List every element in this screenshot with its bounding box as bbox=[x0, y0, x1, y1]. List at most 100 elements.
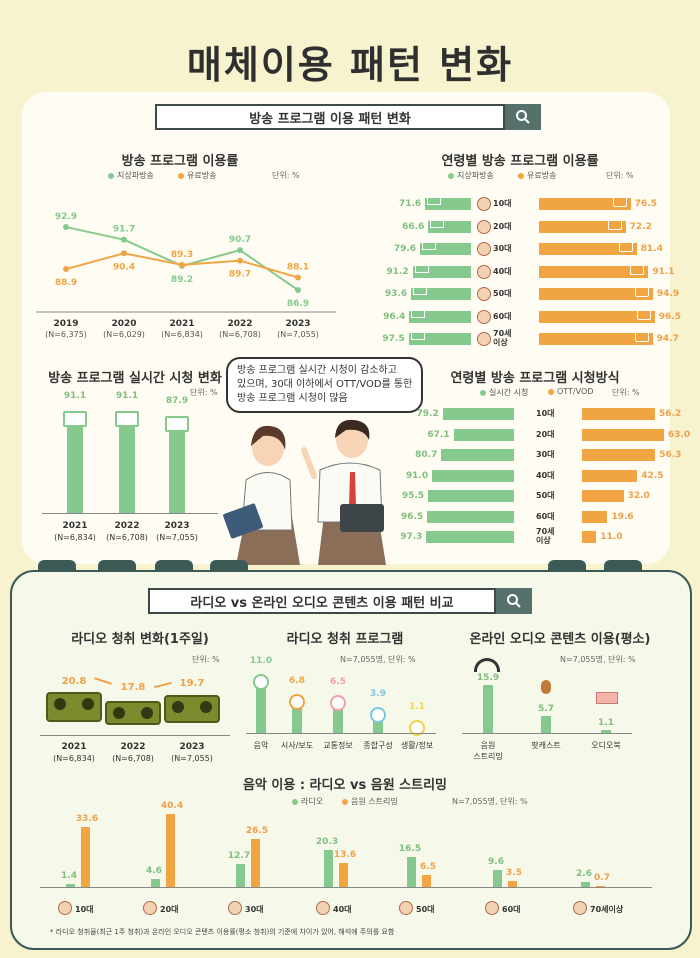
search-button[interactable] bbox=[496, 588, 532, 614]
x-axis bbox=[40, 887, 652, 888]
bar-right bbox=[582, 469, 638, 482]
person-icon bbox=[573, 901, 587, 915]
bar-right bbox=[539, 198, 631, 210]
tv-icon bbox=[618, 241, 633, 252]
data-label: 15.9 bbox=[476, 673, 500, 684]
data-label-streaming: 33.6 bbox=[75, 813, 99, 824]
data-label-streaming: 26.5 bbox=[245, 826, 269, 837]
data-label: 20.8 bbox=[61, 676, 87, 687]
bar-right bbox=[582, 510, 608, 523]
bar-radio bbox=[407, 857, 416, 887]
bubble-line: 있으며, 30대 이하에서 OTT/VOD를 통한 bbox=[237, 379, 413, 390]
person-icon bbox=[228, 901, 242, 915]
x-tick-label: 2019 bbox=[53, 319, 78, 329]
data-label-streaming: 3.5 bbox=[506, 867, 522, 878]
data-label: 6.8 bbox=[289, 675, 305, 686]
legend-realtime: 실시간 시청 bbox=[480, 387, 528, 398]
age-label: 20대 bbox=[493, 222, 512, 231]
bar-left bbox=[432, 469, 514, 482]
unit-label: 단위: % bbox=[612, 388, 640, 397]
n-label: (N=6,834) bbox=[54, 533, 96, 542]
footnote: * 라디오 청취율(최근 1주 청취)과 온라인 오디오 콘텐츠 이용률(평소 … bbox=[50, 928, 395, 936]
page-title: 매체이용 패턴 변화 bbox=[186, 43, 514, 87]
person-icon bbox=[477, 242, 491, 256]
age-label: 60대 bbox=[502, 905, 521, 914]
n-label: (N=7,055) bbox=[277, 330, 319, 339]
panel-tab bbox=[548, 560, 586, 570]
x-tick-label: 2023 bbox=[285, 319, 310, 329]
x-tick-label: 2021 bbox=[61, 742, 87, 752]
bar-right bbox=[539, 310, 655, 323]
x-tick-label-part: 음원 bbox=[480, 741, 496, 750]
chart-title: 온라인 오디오 콘텐츠 이용(평소) bbox=[469, 632, 651, 647]
n-label: (N=7,055) bbox=[171, 754, 213, 763]
tv-icon bbox=[63, 411, 87, 428]
bar bbox=[483, 685, 493, 733]
chart-title: 방송 프로그램 이용률 bbox=[121, 154, 239, 169]
x-tick-label: 팟캐스트 bbox=[521, 740, 571, 751]
panel-tab bbox=[210, 560, 248, 570]
panel-tab bbox=[155, 560, 193, 570]
data-label: 89.2 bbox=[171, 275, 193, 285]
n-label: (N=6,375) bbox=[45, 330, 87, 339]
data-label: 1.1 bbox=[409, 701, 425, 712]
age-label-part: 30대 bbox=[536, 450, 555, 459]
data-label: 6.5 bbox=[330, 677, 346, 688]
person-icon bbox=[477, 287, 491, 301]
tv-icon bbox=[414, 262, 429, 273]
program-icon bbox=[409, 719, 425, 736]
tv-icon bbox=[430, 217, 445, 228]
x-tick-label: 음악 bbox=[253, 741, 269, 750]
tv-icon bbox=[634, 331, 649, 342]
bar-radio bbox=[66, 884, 75, 887]
legend-terrestrial: 지상파방송 bbox=[448, 170, 494, 181]
data-label: 92.9 bbox=[55, 212, 77, 222]
speaker-icon bbox=[82, 698, 94, 710]
bar-left bbox=[426, 531, 514, 543]
tv-icon bbox=[115, 411, 139, 428]
data-label: 11.0 bbox=[249, 656, 273, 667]
age-label: 40대 bbox=[333, 905, 352, 914]
data-label: 89.3 bbox=[171, 250, 193, 260]
person-icon bbox=[58, 901, 72, 915]
age-label: 50대 bbox=[536, 491, 555, 500]
bar-right bbox=[582, 408, 656, 420]
age-label-part: 50대 bbox=[493, 289, 512, 298]
tv-icon bbox=[636, 308, 651, 320]
data-label-left: 95.5 bbox=[401, 491, 425, 501]
data-label: 17.8 bbox=[120, 682, 146, 693]
n-label: (N=6,708) bbox=[112, 754, 154, 763]
age-label: 10대 bbox=[493, 199, 512, 208]
data-label-left: 79.2 bbox=[416, 409, 439, 419]
data-label: 89.7 bbox=[229, 270, 251, 280]
age-label-part: 30대 bbox=[493, 244, 512, 253]
data-label: 1.1 bbox=[598, 717, 614, 728]
bar-left bbox=[442, 408, 514, 420]
bar-left bbox=[425, 198, 471, 210]
data-label: 90.7 bbox=[229, 235, 251, 245]
bar-left bbox=[412, 265, 471, 278]
chart-title: 라디오 청취 변화(1주일) bbox=[71, 632, 209, 647]
bubble-line: 방송 프로그램 실시간 시청이 감소하고 bbox=[237, 365, 397, 376]
age-label-part: 70세 bbox=[536, 527, 555, 536]
person-icon bbox=[477, 219, 491, 234]
tv-icon bbox=[165, 415, 189, 432]
data-label-streaming: 6.5 bbox=[420, 862, 436, 873]
x-tick-label: 오디오북 bbox=[581, 740, 631, 751]
tv-icon bbox=[411, 307, 426, 318]
data-label: 87.9 bbox=[165, 395, 189, 406]
bar-streaming bbox=[81, 826, 90, 887]
radio-panel bbox=[10, 570, 692, 950]
data-point bbox=[63, 266, 69, 273]
tv-icon bbox=[413, 285, 428, 295]
bar-left bbox=[453, 428, 514, 441]
age-label: 50대 bbox=[493, 289, 512, 298]
section-title-radio: 라디오 vs 온라인 오디오 콘텐츠 이용 패턴 비교 bbox=[148, 588, 496, 614]
data-label-left: 91.0 bbox=[405, 470, 429, 481]
data-point bbox=[295, 274, 301, 281]
person-icon bbox=[316, 901, 330, 915]
search-button[interactable] bbox=[505, 104, 541, 130]
age-label: 70세이상 bbox=[590, 905, 624, 914]
data-point bbox=[295, 287, 301, 294]
bar-streaming bbox=[422, 875, 431, 887]
